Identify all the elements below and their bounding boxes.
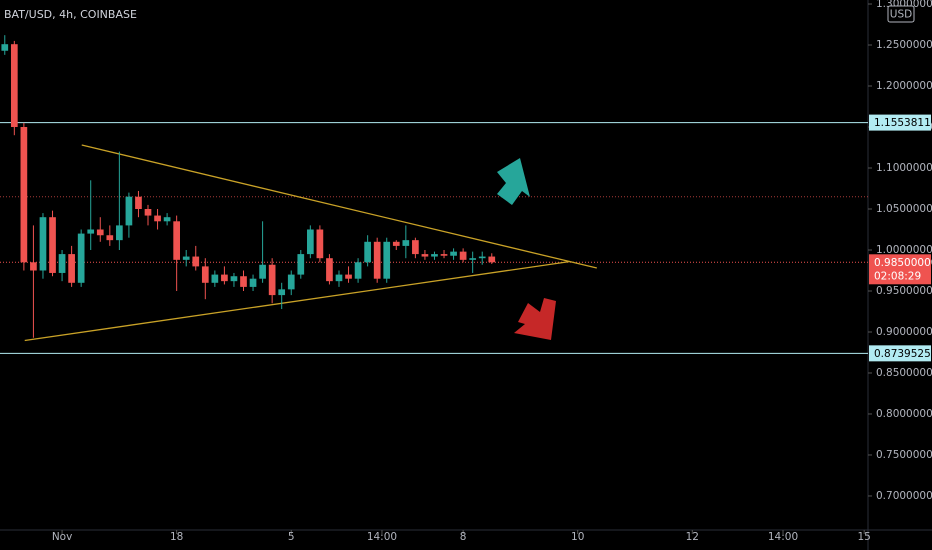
y-tick-label: 1.30000000	[876, 0, 932, 10]
trendline	[24, 260, 571, 342]
y-tick-label: 1.20000000	[876, 80, 932, 92]
candle-body	[192, 256, 200, 267]
candle-body	[221, 274, 228, 282]
currency-box	[887, 5, 915, 23]
candle-body	[488, 256, 496, 263]
candle-body	[135, 196, 142, 209]
x-tick-label: 14:00	[768, 531, 798, 543]
up-arrow	[497, 158, 530, 205]
down-arrow	[514, 298, 556, 340]
candle-body	[125, 196, 133, 226]
candle-body	[392, 241, 400, 246]
candle-body	[144, 208, 152, 216]
candle-body	[58, 254, 66, 273]
y-tick-label: 0.95000000	[876, 285, 932, 297]
candle-body	[450, 251, 457, 256]
plot	[0, 35, 868, 354]
candle-body	[431, 254, 438, 257]
candle-body	[10, 44, 18, 128]
y-tick-label: 1.25000000	[876, 39, 932, 51]
y-tick-label: 1.05000000	[876, 203, 932, 215]
candle-body	[335, 274, 343, 282]
candle-body	[306, 229, 314, 255]
candle-body	[259, 264, 266, 279]
trendline	[81, 144, 597, 269]
candle-body	[87, 229, 95, 234]
last-price-box	[869, 254, 931, 285]
candle-body	[240, 276, 247, 287]
candle-body	[316, 229, 324, 259]
candle-body	[402, 240, 410, 246]
candle-body	[77, 233, 85, 283]
candle-body	[182, 256, 190, 260]
chart-title: BAT/USD, 4h, COINBASE	[4, 8, 137, 21]
candle-body	[201, 266, 209, 283]
candle-body	[364, 241, 371, 263]
candle-body	[154, 215, 161, 222]
candle-body	[278, 289, 286, 296]
candle-body	[412, 240, 419, 255]
candle-body	[287, 274, 295, 290]
x-tick-label: 10	[571, 531, 584, 543]
x-tick-label: 15	[857, 531, 870, 543]
candle-body	[383, 241, 391, 279]
candle-body	[68, 254, 75, 283]
candle-body	[163, 217, 171, 222]
last-price-label: 0.98500000	[874, 257, 932, 269]
y-tick-label: 1.00000000	[876, 244, 932, 256]
level-label: 0.87395252	[874, 348, 932, 360]
candle-body	[459, 251, 467, 260]
candle-body	[478, 256, 486, 259]
candle-body	[1, 44, 9, 51]
candle-body	[30, 262, 37, 271]
candle-body	[297, 254, 305, 275]
candle-body	[345, 274, 352, 279]
candle-body	[440, 254, 448, 256]
level-label: 1.15538117	[874, 117, 932, 129]
candle-body	[249, 278, 257, 287]
candle-body	[326, 258, 333, 282]
x-tick-label: 18	[170, 531, 183, 543]
candle-body	[116, 225, 123, 241]
x-tick-label: 5	[288, 531, 295, 543]
candle-body	[20, 127, 28, 263]
candle-body	[230, 276, 238, 282]
candle-body	[421, 254, 429, 257]
candle-body	[49, 217, 56, 273]
x-tick-label: 8	[460, 531, 467, 543]
candle-body	[106, 235, 114, 241]
candle-body	[96, 229, 104, 236]
level-label-box	[869, 114, 931, 131]
candle-body	[354, 262, 362, 279]
candle-body	[211, 274, 219, 283]
currency: USD	[890, 9, 912, 21]
x-tick-label: 12	[686, 531, 699, 543]
candle-body	[39, 217, 47, 271]
candle-body	[373, 241, 381, 279]
countdown: 02:08:29	[874, 270, 921, 282]
x-tick-label: 14:00	[367, 531, 397, 543]
x-tick-label: Nov	[52, 531, 73, 543]
candle-body	[173, 221, 180, 260]
y-tick-label: 1.10000000	[876, 162, 932, 174]
candle-body	[268, 264, 276, 296]
candle-body	[469, 258, 477, 260]
level-label-box	[869, 345, 931, 362]
